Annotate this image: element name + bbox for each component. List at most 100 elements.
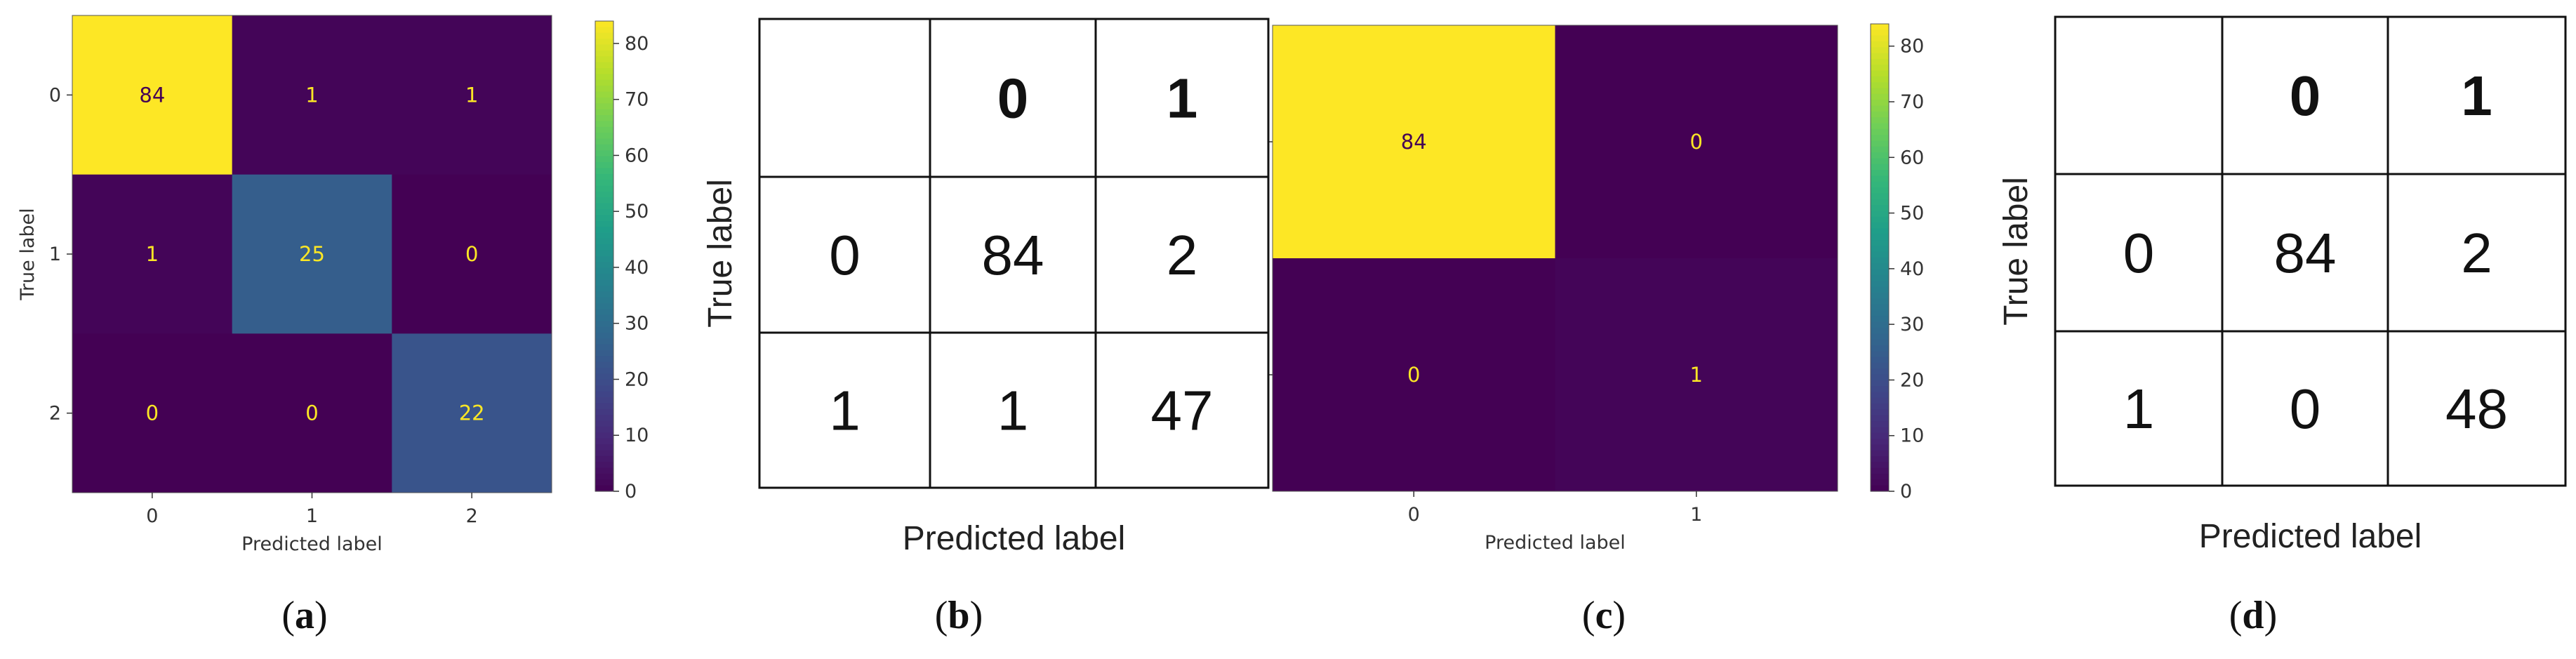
y-axis-title: True label: [17, 208, 39, 300]
colorbar-segment: [595, 220, 613, 227]
colorbar-segment: [1871, 316, 1889, 323]
cell-value-label: 0: [465, 242, 478, 266]
cell-value-label: 1: [465, 83, 478, 107]
colorbar-segment: [1871, 333, 1889, 340]
colorbar-segment: [595, 91, 613, 98]
colorbar-segment: [595, 32, 613, 39]
colorbar-segment: [595, 209, 613, 215]
colorbar-segment: [1871, 193, 1889, 200]
column-header: 1: [1167, 67, 1198, 130]
x-tick-label: 1: [1690, 504, 1702, 526]
colorbar-segment: [1871, 29, 1889, 36]
colorbar-segment: [595, 415, 613, 422]
colorbar-segment: [595, 385, 613, 392]
colorbar-segment: [1871, 222, 1889, 229]
colorbar-segment: [595, 103, 613, 110]
colorbar-segment: [595, 303, 613, 309]
colorbar-segment: [595, 133, 613, 140]
colorbar-segment: [595, 314, 613, 321]
x-axis-title: Predicted label: [2199, 518, 2422, 555]
colorbar-segment: [1871, 444, 1889, 451]
colorbar-segment: [595, 450, 613, 457]
colorbar-segment: [595, 444, 613, 451]
panel-label: (d): [2229, 594, 2277, 637]
colorbar-segment: [1871, 158, 1889, 165]
colorbar-frame: [1870, 23, 1890, 492]
colorbar-segment: [1871, 146, 1889, 153]
colorbar-segment: [595, 138, 613, 145]
colorbar-segment: [595, 420, 613, 427]
colorbar-segment: [595, 332, 613, 339]
cell-value-label: 25: [299, 242, 325, 266]
colorbar-segment: [595, 227, 613, 234]
row-header: 1: [829, 380, 861, 442]
cell-value-label: 1: [1690, 363, 1703, 387]
heatmap-cell: [392, 174, 552, 334]
plot-frame: [1272, 25, 1838, 492]
panel-label-letter: b: [948, 594, 969, 637]
colorbar-segment: [595, 50, 613, 57]
colorbar-segment: [1871, 170, 1889, 177]
y-axis-title: True label: [702, 179, 739, 328]
colorbar-segment: [595, 356, 613, 363]
colorbar-segment: [1871, 240, 1889, 246]
colorbar-segment: [1871, 24, 1889, 30]
colorbar-segment: [1871, 357, 1889, 364]
colorbar-segment: [595, 68, 613, 74]
panel-label-paren: (: [1582, 594, 1595, 637]
colorbar-segment: [1871, 263, 1889, 270]
table-cell-value: 47: [1151, 380, 1214, 442]
colorbar-tick-label: 40: [1900, 258, 1924, 280]
colorbar-segment: [595, 291, 613, 298]
colorbar-segment: [595, 338, 613, 345]
colorbar-segment: [1871, 304, 1889, 311]
colorbar-segment: [1871, 298, 1889, 305]
colorbar-segment: [595, 479, 613, 486]
colorbar-segment: [595, 262, 613, 269]
colorbar-segment: [1871, 439, 1889, 445]
colorbar-segment: [595, 144, 613, 151]
colorbar-tick-label: 20: [1900, 369, 1924, 391]
colorbar-tick-label: 60: [625, 145, 649, 166]
colorbar-segment: [595, 285, 613, 292]
x-tick-label: 2: [466, 505, 478, 527]
colorbar-segment: [1871, 462, 1889, 469]
panel-label-letter: a: [295, 594, 314, 637]
colorbar-segment: [595, 368, 613, 375]
colorbar-segment: [1871, 432, 1889, 439]
table-panel-b: 0 1 0 84 2 1 1 47 Predicted label True label (b): [702, 18, 1270, 637]
cell-value-label: 84: [139, 83, 165, 107]
colorbar-segment: [595, 361, 613, 368]
colorbar-segment: [595, 180, 613, 187]
cell-value-label: 84: [1401, 130, 1427, 154]
table-cell-value: 2: [1167, 224, 1198, 286]
colorbar-segment: [1871, 274, 1889, 281]
colorbar-segment: [595, 321, 613, 328]
colorbar-segment: [1871, 199, 1889, 206]
panel-label-paren: (: [2229, 594, 2243, 637]
table-panel-d: 0 1 0 84 2 1 0 48 Predicted label True label (d): [1998, 15, 2567, 637]
colorbar-segment: [595, 250, 613, 257]
heatmap-cell: [72, 174, 233, 334]
panel-label-paren: ): [314, 594, 328, 637]
panel-label-paren: ): [970, 594, 983, 637]
x-axis-title: Predicted label: [1485, 532, 1626, 554]
colorbar-segment: [1871, 140, 1889, 147]
colorbar-segment: [1871, 216, 1889, 223]
colorbar-tick-label: 40: [625, 257, 649, 279]
colorbar-segment: [1871, 351, 1889, 358]
table-frame: [2054, 15, 2567, 487]
colorbar-tick-label: 60: [1900, 147, 1924, 168]
heatmap-cell: [232, 15, 392, 175]
row-header: 1: [2123, 378, 2155, 440]
colorbar-segment: [1871, 93, 1889, 100]
colorbar-segment: [1871, 47, 1889, 54]
colorbar-segment: [595, 309, 613, 316]
colorbar-segment: [1871, 175, 1889, 182]
colorbar-segment: [1871, 392, 1889, 399]
panel-label-paren: (: [935, 594, 948, 637]
x-tick-label: 1: [306, 505, 318, 527]
colorbar-segment: [595, 297, 613, 304]
colorbar-segment: [1871, 41, 1889, 48]
